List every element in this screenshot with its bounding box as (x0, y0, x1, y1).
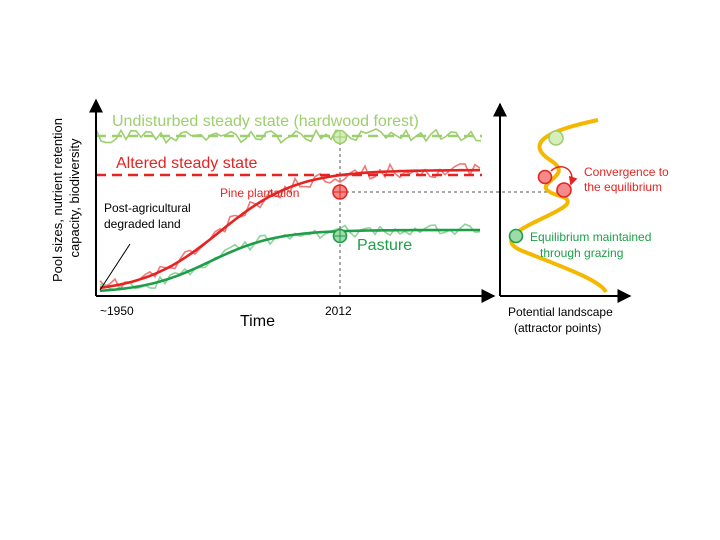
altered-label: Altered steady state (116, 155, 258, 172)
landscape-pasture-point (508, 228, 524, 244)
convergence-label-line2: the equilibrium (584, 180, 662, 194)
undisturbed-label: Undisturbed steady state (hardwood fores… (112, 113, 419, 130)
y-axis-label-line1: Pool sizes, nutrient retention (50, 118, 65, 282)
degraded-land-pointer (99, 243, 131, 291)
pine-state-marker (332, 184, 348, 200)
pine-label: Pine plantation (220, 186, 299, 200)
landscape-forest-point (548, 130, 564, 146)
equilibrium-label-line1: Equilibrium maintained (530, 230, 651, 244)
pasture-label: Pasture (357, 237, 412, 254)
x-axis-label: Time (240, 313, 275, 330)
potential-landscape-panel: Convergence to the equilibrium Equilibri… (493, 102, 669, 335)
tick-label-2012: 2012 (325, 304, 352, 318)
forest-state-marker (332, 129, 348, 145)
tick-label-start: ~1950 (100, 304, 134, 318)
landscape-pine-start-point (537, 169, 553, 185)
convergence-label-line1: Convergence to (584, 165, 669, 179)
pine-observed-line (99, 162, 481, 292)
landscape-pine-equilibrium-point (556, 182, 572, 198)
degraded-label-line2: degraded land (104, 217, 181, 231)
convergence-arrow (550, 166, 578, 186)
pine-trend-curve (99, 168, 481, 290)
pasture-trend-curve (99, 228, 480, 293)
landscape-label-line1: Potential landscape (508, 305, 613, 319)
time-series-panel: Undisturbed steady state (hardwood fores… (50, 98, 564, 330)
potential-landscape-curve (509, 118, 608, 294)
equilibrium-label-line2: through grazing (540, 246, 623, 260)
landscape-label-line2: (attractor points) (514, 321, 601, 335)
degraded-label-line1: Post-agricultural (104, 201, 191, 215)
pasture-state-marker (332, 228, 348, 244)
y-axis-label-line2: capacity, biodiversity (67, 138, 82, 257)
